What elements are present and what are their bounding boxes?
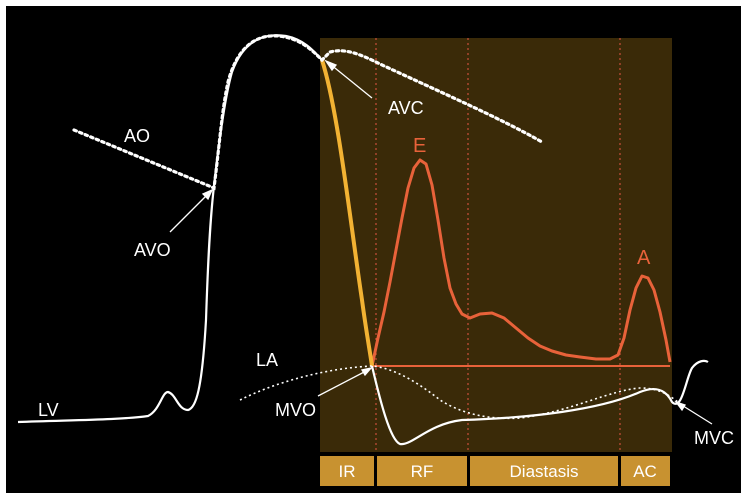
lv-diastolic-curve <box>370 359 709 446</box>
phase-box-ir <box>320 456 374 486</box>
avc-arrow-line <box>329 63 373 99</box>
label-mvc: MVC <box>694 428 734 448</box>
label-mvo: MVO <box>275 400 316 420</box>
isovolumic-relaxation-segment <box>320 59 374 367</box>
diastole-panel <box>320 38 672 452</box>
label-ao: AO <box>124 126 150 146</box>
label-e-wave: E <box>413 135 426 157</box>
phase-label-diastasis: Diastasis <box>510 462 579 481</box>
phase-box-diastasis <box>470 456 618 486</box>
avc-arrow-head <box>324 59 338 72</box>
mvo-arrow-line <box>317 369 369 397</box>
label-avo: AVO <box>134 240 171 260</box>
phase-label-ir: IR <box>339 462 356 481</box>
avo-arrow-line <box>169 191 211 233</box>
arrows <box>169 59 713 425</box>
phase-label-ac: AC <box>633 462 657 481</box>
mvo-arrow-head <box>360 366 373 377</box>
doppler-trace <box>370 158 672 367</box>
phase-bar: IR RF Diastasis AC <box>320 456 670 486</box>
mvc-arrow-line <box>679 403 713 425</box>
aortic-pressure-curve <box>72 34 544 191</box>
label-lv: LV <box>38 400 59 420</box>
phase-box-ac <box>621 456 670 486</box>
la-pressure-curve <box>239 365 679 420</box>
label-la: LA <box>256 350 278 370</box>
avo-arrow-head <box>201 188 214 201</box>
mvc-arrow-head <box>674 400 686 412</box>
phase-label-rf: RF <box>411 462 434 481</box>
phase-box-rf <box>377 456 467 486</box>
label-avc: AVC <box>388 98 424 118</box>
label-a-wave: A <box>637 247 651 269</box>
